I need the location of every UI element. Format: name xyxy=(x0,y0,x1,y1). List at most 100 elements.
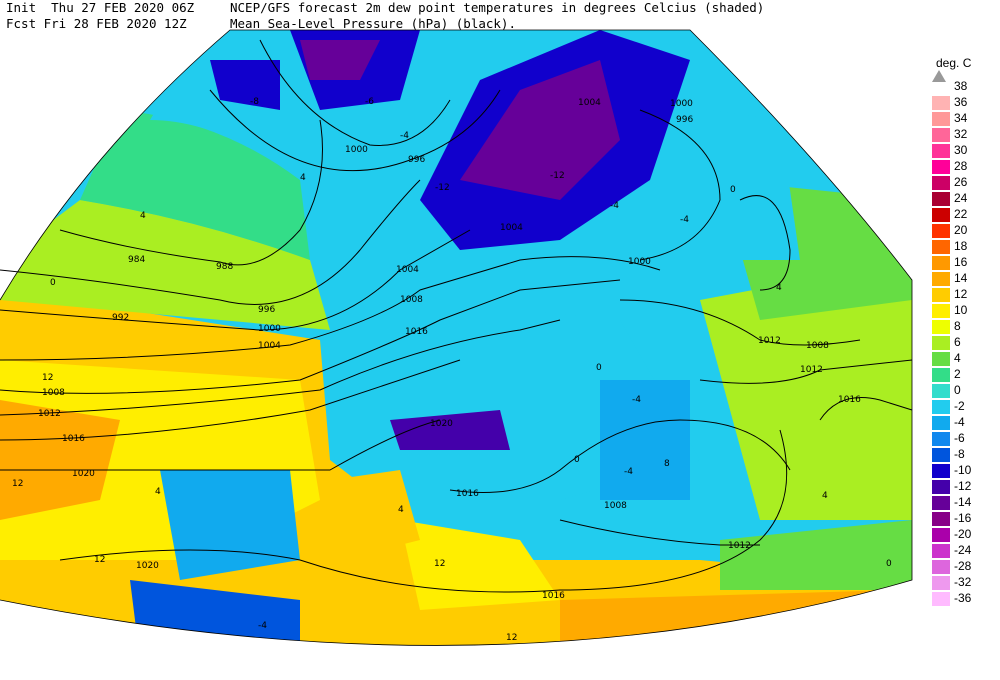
dewpoint-label: -4 xyxy=(624,467,633,477)
legend-label: -24 xyxy=(954,543,972,557)
legend-swatch xyxy=(932,320,950,334)
dewpoint-label: 12 xyxy=(42,373,53,383)
isobar-label: 1008 xyxy=(806,341,829,351)
legend-label: 22 xyxy=(954,207,968,221)
legend-swatch xyxy=(932,176,950,190)
isobar-label: 1016 xyxy=(838,395,861,405)
legend-label: -28 xyxy=(954,559,972,573)
legend-swatch xyxy=(932,432,950,446)
isobar-label: 1008 xyxy=(42,388,65,398)
isobar-label: 1016 xyxy=(456,489,479,499)
legend-swatch xyxy=(932,352,950,366)
title-line1: NCEP/GFS forecast 2m dew point temperatu… xyxy=(230,0,765,15)
legend-label: 14 xyxy=(954,271,968,285)
isobar-label: 1004 xyxy=(396,265,419,275)
legend-label: 18 xyxy=(954,239,968,253)
dewpoint-label: 0 xyxy=(886,559,892,569)
isobar-label: 1004 xyxy=(500,223,523,233)
legend-label: -16 xyxy=(954,511,972,525)
isobar-labels: 1000 996 1004 984 988 992 996 1000 1004 … xyxy=(38,98,861,601)
title-line2: Mean Sea-Level Pressure (hPa) (black). xyxy=(230,16,516,31)
dewpoint-label: 4 xyxy=(776,283,782,293)
isobar-label: 1008 xyxy=(400,295,423,305)
isobar-label: 1020 xyxy=(430,419,453,429)
legend-swatch xyxy=(932,496,950,510)
legend-swatch xyxy=(932,448,950,462)
legend-swatch xyxy=(932,384,950,398)
legend-swatch xyxy=(932,368,950,382)
dewpoint-label: 4 xyxy=(140,211,146,221)
legend-swatch xyxy=(932,224,950,238)
isobar-label: 1012 xyxy=(728,541,751,551)
legend-label: -8 xyxy=(954,447,965,461)
legend-label: 26 xyxy=(954,175,968,189)
isobars xyxy=(0,39,913,593)
isobar-label: 1012 xyxy=(758,336,781,346)
isobar-label: 996 xyxy=(408,155,425,165)
legend-label: 2 xyxy=(954,367,961,381)
legend-swatch xyxy=(932,304,950,318)
legend-label: 38 xyxy=(954,79,968,93)
init-line: Init Thu 27 FEB 2020 06Z xyxy=(6,0,195,15)
fcst-line: Fcst Fri 28 FEB 2020 12Z xyxy=(6,16,187,31)
legend-swatch xyxy=(932,336,950,350)
legend-swatch xyxy=(932,112,950,126)
isobar-label: 1004 xyxy=(258,341,281,351)
legend-swatch xyxy=(932,480,950,494)
isobar-label: 996 xyxy=(676,115,693,125)
legend-label: 16 xyxy=(954,255,968,269)
legend-swatch xyxy=(932,464,950,478)
legend-label: -10 xyxy=(954,463,972,477)
legend-swatch xyxy=(932,416,950,430)
dewpoint-label: -6 xyxy=(365,97,374,107)
legend-swatch xyxy=(932,288,950,302)
dewpoint-labels: -8 -6 -4 -12 -12 -4 -4 0 4 4 4 0 12 12 1… xyxy=(12,97,892,643)
legend-swatch xyxy=(932,208,950,222)
isobar-label: 992 xyxy=(112,313,129,323)
dewpoint-label: 12 xyxy=(506,633,517,643)
dewpoint-label: -8 xyxy=(250,97,259,107)
dewpoint-label: 0 xyxy=(730,185,736,195)
legend-label: -12 xyxy=(954,479,972,493)
legend-swatch xyxy=(932,144,950,158)
legend-label: -4 xyxy=(954,415,965,429)
legend-swatch xyxy=(932,528,950,542)
legend-label: -6 xyxy=(954,431,965,445)
legend-swatch xyxy=(932,512,950,526)
legend-swatch xyxy=(932,96,950,110)
legend-label: 20 xyxy=(954,223,968,237)
dewpoint-label: -4 xyxy=(680,215,689,225)
dewpoint-label: 8 xyxy=(664,459,670,469)
isobar-label: 1016 xyxy=(542,591,565,601)
dewpoint-label: 4 xyxy=(300,173,306,183)
legend-label: -36 xyxy=(954,591,972,605)
isobar-label: 1000 xyxy=(345,145,368,155)
isobar-label: 1000 xyxy=(670,99,693,109)
legend-label: -20 xyxy=(954,527,972,541)
isobar-label: 1020 xyxy=(136,561,159,571)
legend-swatch xyxy=(932,160,950,174)
legend-label: 6 xyxy=(954,335,961,349)
map-border xyxy=(0,29,913,646)
isobar-label: 1004 xyxy=(578,98,601,108)
legend-label: 8 xyxy=(954,319,961,333)
isobar-label: 1020 xyxy=(72,469,95,479)
dewpoint-label: 0 xyxy=(596,363,602,373)
dewpoint-label: -12 xyxy=(435,183,450,193)
isobar-label: 988 xyxy=(216,262,233,272)
isobar-label: 1000 xyxy=(258,324,281,334)
dewpoint-label: -4 xyxy=(632,395,641,405)
legend-label: 28 xyxy=(954,159,968,173)
legend-label: 32 xyxy=(954,127,968,141)
legend-label: 34 xyxy=(954,111,968,125)
legend-swatch xyxy=(932,192,950,206)
legend-swatch xyxy=(932,128,950,142)
dewpoint-label: 4 xyxy=(155,487,161,497)
dewpoint-label: 12 xyxy=(12,479,23,489)
dewpoint-label: -4 xyxy=(258,621,267,631)
isobar-label: 1016 xyxy=(405,327,428,337)
legend-label: 12 xyxy=(954,287,968,301)
isobar-label: 1008 xyxy=(604,501,627,511)
